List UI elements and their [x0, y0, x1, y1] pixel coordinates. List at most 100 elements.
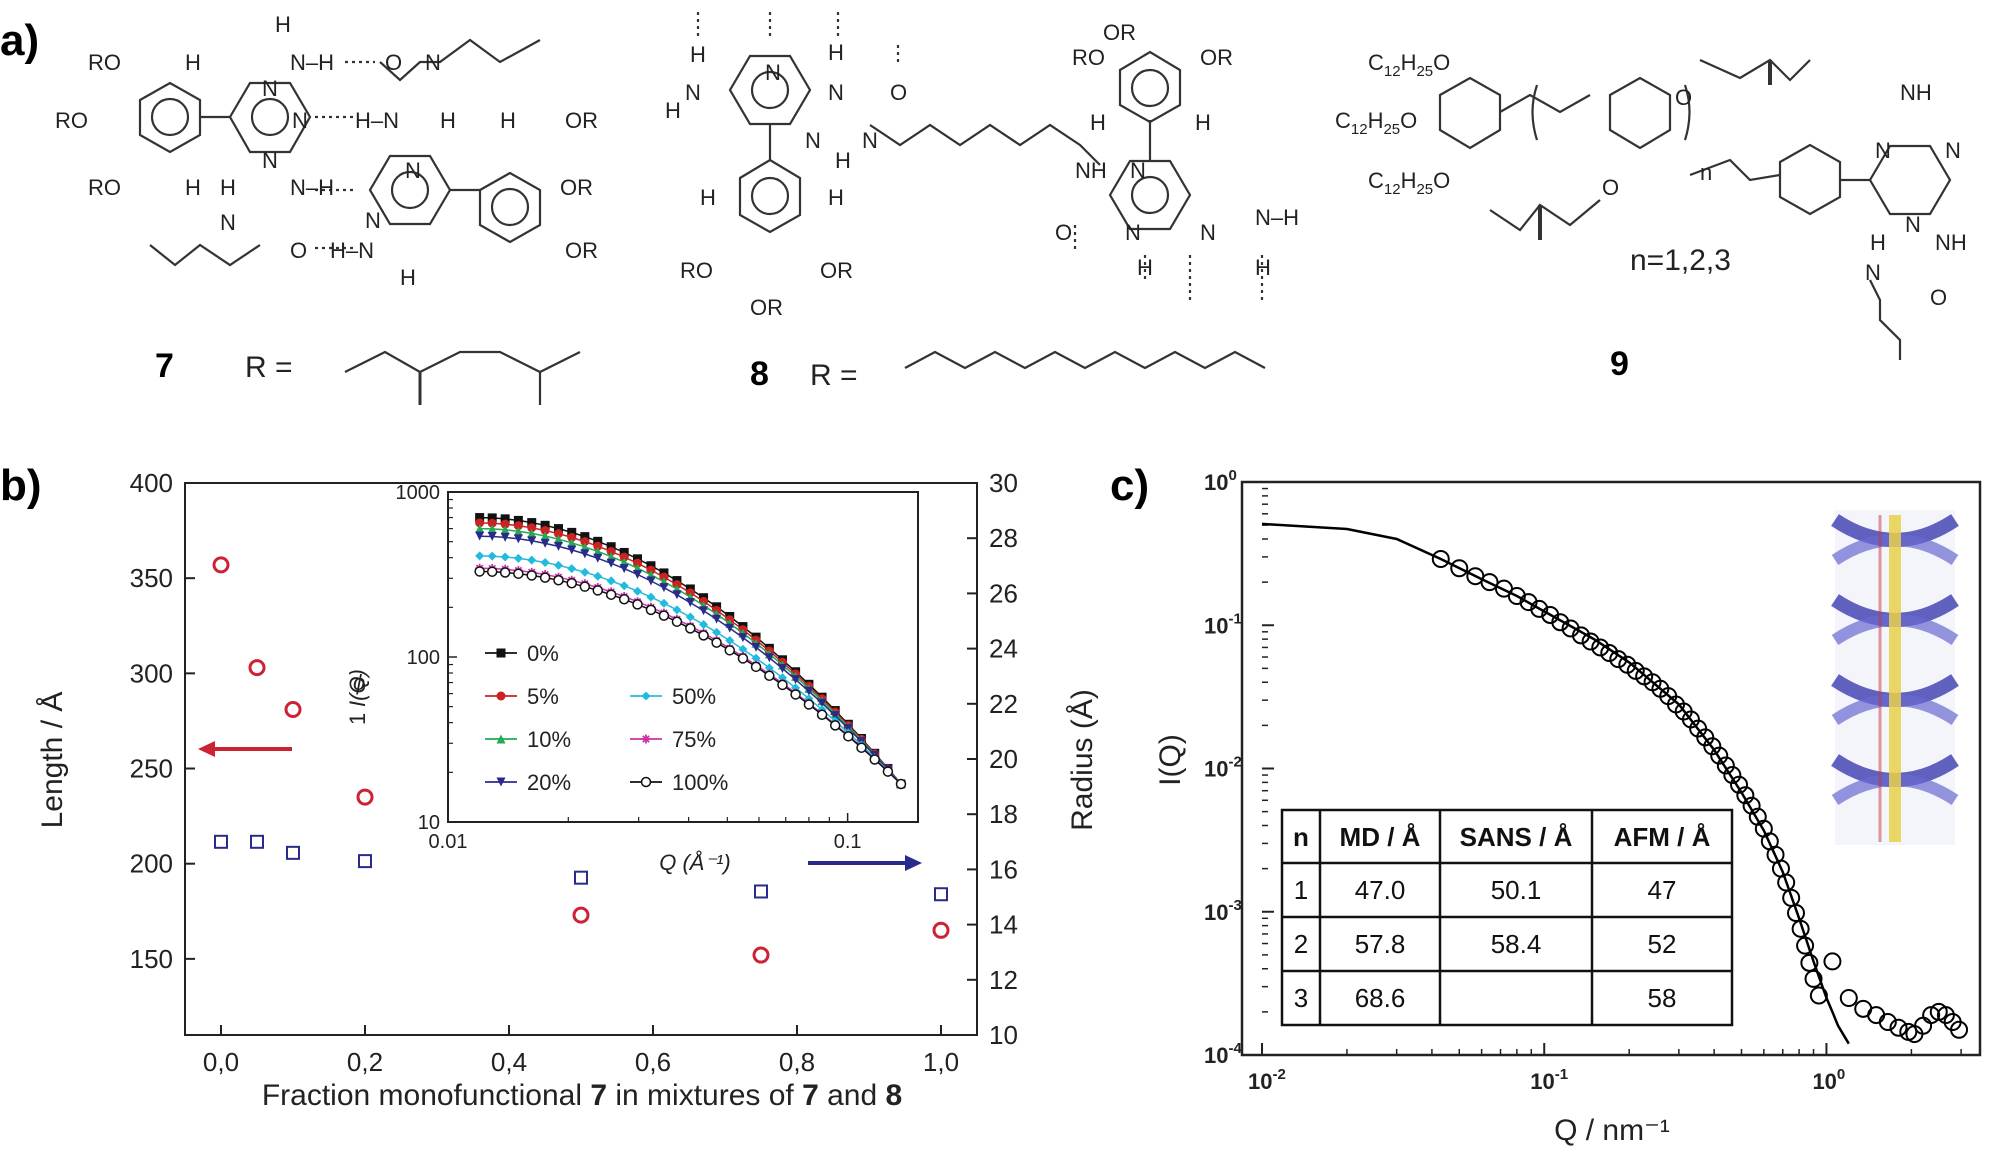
atom-label: RO — [1072, 45, 1105, 70]
c-y-tick-label: 10-3 — [1204, 897, 1242, 925]
compound-7-atoms: RO RO RO H H H N–H N N N N–H O N H–N H H… — [55, 12, 598, 290]
y-left-tick-label: 350 — [130, 563, 173, 593]
y-right-tick-label: 28 — [989, 523, 1018, 553]
inset-legend-item: 0% — [485, 641, 559, 666]
atom-label: OR — [565, 238, 598, 263]
x-tick-label: 0,4 — [491, 1047, 527, 1077]
atom-label: H–N — [355, 108, 399, 133]
series-marker — [830, 711, 840, 721]
inset-legend-item: 5% — [485, 684, 559, 709]
atom-label: RO — [680, 258, 713, 283]
series-marker — [593, 546, 603, 556]
series-marker — [699, 606, 709, 616]
series-marker — [580, 567, 590, 577]
svg-text:I(Q): I(Q) — [345, 669, 370, 707]
atom-label: N — [405, 158, 421, 183]
series-marker — [699, 620, 709, 630]
scattering-data-point — [1878, 1012, 1897, 1031]
series-marker — [487, 531, 497, 541]
panel-c-label: c) — [1110, 461, 1149, 510]
y-right-tick-label: 16 — [989, 854, 1018, 884]
series-marker — [593, 536, 603, 546]
table-header-row: n MD / Å SANS / Å AFM / Å — [1293, 822, 1711, 852]
benzene-ring-9c — [1778, 143, 1842, 216]
c-y-tick-label: 10-2 — [1204, 754, 1242, 782]
atom-label: H — [440, 108, 456, 133]
series-marker — [567, 527, 577, 537]
series-marker — [619, 552, 629, 562]
c-y-tick-label: 10-4 — [1204, 1040, 1242, 1068]
series-marker — [672, 590, 682, 600]
series-marker — [593, 571, 603, 581]
results-table: n MD / Å SANS / Å AFM / Å 1 47.0 50.1 47… — [1280, 808, 1734, 1027]
series-marker — [619, 564, 629, 574]
series-marker — [882, 766, 894, 777]
compound-8-r-group — [904, 350, 1266, 370]
atom-label: N — [425, 50, 441, 75]
atom-label: H — [500, 108, 516, 133]
atom-label: H — [185, 50, 201, 75]
benzene-ring-7a — [138, 81, 202, 154]
table-row: 1 47.0 50.1 47 — [1294, 875, 1677, 905]
series-marker — [487, 518, 497, 528]
svg-text:1: 1 — [345, 713, 370, 725]
radius-data-point — [214, 834, 228, 849]
series-marker — [738, 644, 748, 654]
x-tick-label: 1,0 — [923, 1047, 959, 1077]
atom-label: NH — [1935, 230, 1967, 255]
atom-label: N — [1945, 138, 1961, 163]
series-marker — [496, 691, 506, 701]
inset-series-20% — [475, 531, 906, 789]
series-marker — [750, 661, 762, 673]
atom-label: OR — [750, 295, 783, 320]
series-marker — [593, 553, 603, 563]
series-marker — [474, 566, 485, 577]
radius-data-point — [934, 887, 948, 902]
series-marker — [671, 616, 683, 627]
atom-label: N — [685, 80, 701, 105]
series-marker — [829, 720, 841, 731]
table-cell: 47 — [1648, 875, 1677, 905]
series-marker — [553, 534, 563, 544]
series-marker — [527, 555, 537, 565]
c-y-tick-label: 100 — [1204, 467, 1237, 495]
series-marker — [641, 691, 651, 701]
atom-label: O — [890, 80, 907, 105]
table-cell: 52 — [1648, 929, 1677, 959]
series-marker — [592, 585, 604, 596]
helical-fiber-illustration — [1831, 510, 1959, 845]
series-marker — [513, 515, 523, 525]
series-marker — [527, 528, 537, 538]
compound-9-n-values: n=1,2,3 — [1630, 244, 1731, 277]
length-data-point — [212, 556, 230, 574]
series-marker — [500, 552, 510, 562]
series-marker — [566, 578, 577, 589]
inset-x-tick-label: 0.1 — [834, 831, 862, 853]
y-left-tick-label: 200 — [130, 849, 173, 879]
series-marker — [567, 532, 577, 542]
series-marker — [496, 734, 506, 744]
scattering-data-point — [1480, 573, 1499, 592]
atom-label: NH — [1900, 80, 1932, 105]
scattering-data-point — [1950, 1020, 1969, 1039]
table-cell: 58 — [1648, 983, 1677, 1013]
legend-label: 10% — [527, 727, 571, 752]
table-header-cell: MD / Å — [1340, 822, 1421, 852]
right-axis-arrow — [808, 855, 922, 871]
series-marker — [712, 614, 722, 624]
series-marker — [539, 572, 551, 583]
table-cell: 2 — [1294, 929, 1308, 959]
series-marker — [496, 648, 506, 658]
panel-c-axes: 10-2 10-1 100 100 10-1 10-2 10-3 10-4 — [1204, 467, 1962, 1094]
inset-data-series — [474, 513, 907, 790]
atom-label: H — [828, 40, 844, 65]
scattering-data-point — [1867, 1006, 1886, 1025]
triazine-ring-8b — [1108, 159, 1192, 231]
length-data-point — [572, 906, 590, 924]
compound-8-number: 8 — [750, 355, 769, 393]
compound-8-r-label: R = — [810, 359, 858, 392]
aromatic-circle — [150, 97, 190, 137]
inset-y-tick-label: 100 — [407, 647, 440, 669]
length-data-point — [248, 659, 266, 677]
inset-legend-item: 100% — [630, 770, 728, 795]
